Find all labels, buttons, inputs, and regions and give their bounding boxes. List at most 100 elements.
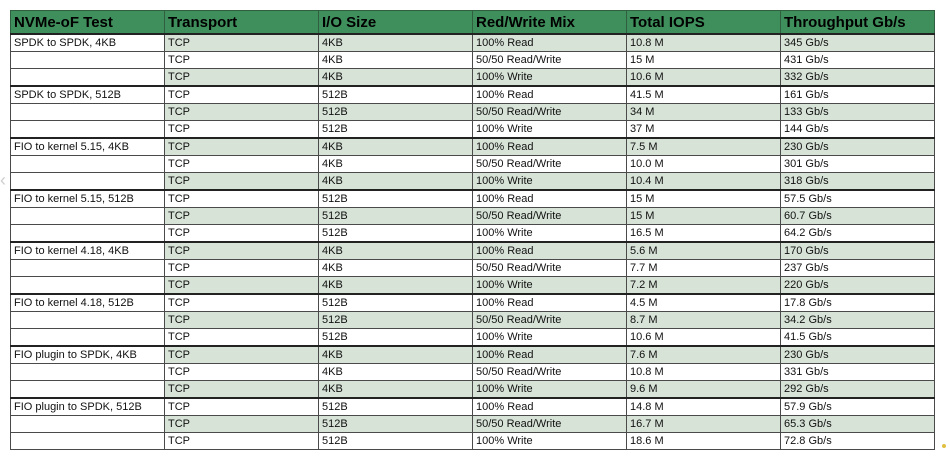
transport-cell: TCP — [164, 259, 319, 277]
iops-cell: 10.6 M — [626, 328, 781, 347]
iops-cell: 15 M — [626, 207, 781, 225]
mix-cell: 100% Read — [472, 137, 627, 156]
iops-cell: 10.0 M — [626, 155, 781, 173]
throughput-cell: 431 Gb/s — [780, 51, 935, 69]
table-row: FIO plugin to SPDK, 512B TCP 512B 100% Read… — [10, 397, 935, 416]
test-cell: FIO to kernel 5.15, 4KB — [10, 137, 165, 156]
header-transport: Transport — [164, 10, 319, 35]
iops-cell: 7.2 M — [626, 276, 781, 295]
test-cell — [10, 328, 165, 347]
io-size-cell: 512B — [318, 328, 473, 347]
io-size-cell: 4KB — [318, 363, 473, 381]
transport-cell: TCP — [164, 85, 319, 104]
mix-cell: 100% Write — [472, 120, 627, 139]
table-row: TCP 4KB 50/50 Read/Write 10.8 M 331 Gb/s — [10, 363, 935, 381]
mix-cell: 100% Read — [472, 33, 627, 52]
mix-cell: 100% Read — [472, 241, 627, 260]
mix-cell: 100% Read — [472, 397, 627, 416]
io-size-cell: 4KB — [318, 51, 473, 69]
transport-cell: TCP — [164, 137, 319, 156]
io-size-cell: 4KB — [318, 259, 473, 277]
table-row: TCP 4KB 100% Write 9.6 M 292 Gb/s — [10, 380, 935, 399]
table-row: TCP 512B 50/50 Read/Write 8.7 M 34.2 Gb/s — [10, 311, 935, 329]
table-row: SPDK to SPDK, 512B TCP 512B 100% Read 41.5 M… — [10, 85, 935, 104]
iops-cell: 15 M — [626, 51, 781, 69]
throughput-cell: 161 Gb/s — [780, 85, 935, 104]
test-cell — [10, 276, 165, 295]
test-cell: FIO plugin to SPDK, 512B — [10, 397, 165, 416]
transport-cell: TCP — [164, 120, 319, 139]
mix-cell: 50/50 Read/Write — [472, 415, 627, 433]
iops-cell: 41.5 M — [626, 85, 781, 104]
throughput-cell: 331 Gb/s — [780, 363, 935, 381]
table-row: TCP 4KB 50/50 Read/Write 15 M 431 Gb/s — [10, 51, 935, 69]
table-row: TCP 4KB 100% Write 10.4 M 318 Gb/s — [10, 172, 935, 191]
test-cell — [10, 68, 165, 87]
test-cell — [10, 380, 165, 399]
test-cell: FIO plugin to SPDK, 4KB — [10, 345, 165, 364]
table-row: FIO to kernel 5.15, 512B TCP 512B 100% Read… — [10, 189, 935, 208]
io-size-cell: 4KB — [318, 380, 473, 399]
transport-cell: TCP — [164, 68, 319, 87]
table-row: FIO to kernel 5.15, 4KB TCP 4KB 100% Read 7.… — [10, 137, 935, 156]
io-size-cell: 4KB — [318, 241, 473, 260]
throughput-cell: 57.9 Gb/s — [780, 397, 935, 416]
io-size-cell: 4KB — [318, 137, 473, 156]
table-body: SPDK to SPDK, 4KB TCP 4KB 100% Read 10.8 M 34… — [10, 33, 935, 450]
io-size-cell: 512B — [318, 415, 473, 433]
test-cell — [10, 363, 165, 381]
iops-cell: 18.6 M — [626, 432, 781, 450]
table-row: TCP 512B 100% Write 37 M 144 Gb/s — [10, 120, 935, 139]
table-row: TCP 4KB 50/50 Read/Write 7.7 M 237 Gb/s — [10, 259, 935, 277]
iops-cell: 14.8 M — [626, 397, 781, 416]
iops-cell: 34 M — [626, 103, 781, 121]
test-cell: FIO to kernel 4.18, 512B — [10, 293, 165, 312]
mix-cell: 100% Read — [472, 293, 627, 312]
mix-cell: 50/50 Read/Write — [472, 363, 627, 381]
iops-cell: 5.6 M — [626, 241, 781, 260]
iops-cell: 9.6 M — [626, 380, 781, 399]
header-nvme-of-test: NVMe-oF Test — [10, 10, 165, 35]
io-size-cell: 4KB — [318, 276, 473, 295]
test-cell — [10, 415, 165, 433]
throughput-cell: 230 Gb/s — [780, 137, 935, 156]
mix-cell: 100% Write — [472, 432, 627, 450]
transport-cell: TCP — [164, 380, 319, 399]
throughput-cell: 144 Gb/s — [780, 120, 935, 139]
transport-cell: TCP — [164, 224, 319, 243]
test-cell — [10, 432, 165, 450]
throughput-cell: 72.8 Gb/s — [780, 432, 935, 450]
throughput-cell: 237 Gb/s — [780, 259, 935, 277]
throughput-cell: 57.5 Gb/s — [780, 189, 935, 208]
table-header: NVMe-oF Test Transport I/O Size Red/Writ… — [10, 10, 935, 35]
transport-cell: TCP — [164, 51, 319, 69]
iops-cell: 10.8 M — [626, 33, 781, 52]
test-cell — [10, 51, 165, 69]
transport-cell: TCP — [164, 33, 319, 52]
iops-cell: 7.5 M — [626, 137, 781, 156]
mix-cell: 50/50 Read/Write — [472, 103, 627, 121]
iops-cell: 10.6 M — [626, 68, 781, 87]
header-total-iops: Total IOPS — [626, 10, 781, 35]
table-row: TCP 4KB 100% Write 7.2 M 220 Gb/s — [10, 276, 935, 295]
table-row: SPDK to SPDK, 4KB TCP 4KB 100% Read 10.8 M 34… — [10, 33, 935, 52]
throughput-cell: 301 Gb/s — [780, 155, 935, 173]
io-size-cell: 4KB — [318, 172, 473, 191]
iops-cell: 15 M — [626, 189, 781, 208]
io-size-cell: 4KB — [318, 155, 473, 173]
mix-cell: 50/50 Read/Write — [472, 207, 627, 225]
mix-cell: 100% Write — [472, 224, 627, 243]
transport-cell: TCP — [164, 311, 319, 329]
io-size-cell: 512B — [318, 103, 473, 121]
test-cell — [10, 155, 165, 173]
transport-cell: TCP — [164, 432, 319, 450]
mix-cell: 100% Read — [472, 85, 627, 104]
io-size-cell: 512B — [318, 224, 473, 243]
transport-cell: TCP — [164, 207, 319, 225]
table-row: FIO plugin to SPDK, 4KB TCP 4KB 100% Read 7.… — [10, 345, 935, 364]
mix-cell: 50/50 Read/Write — [472, 311, 627, 329]
iops-cell: 16.7 M — [626, 415, 781, 433]
mix-cell: 50/50 Read/Write — [472, 155, 627, 173]
transport-cell: TCP — [164, 103, 319, 121]
test-cell: SPDK to SPDK, 4KB — [10, 33, 165, 52]
